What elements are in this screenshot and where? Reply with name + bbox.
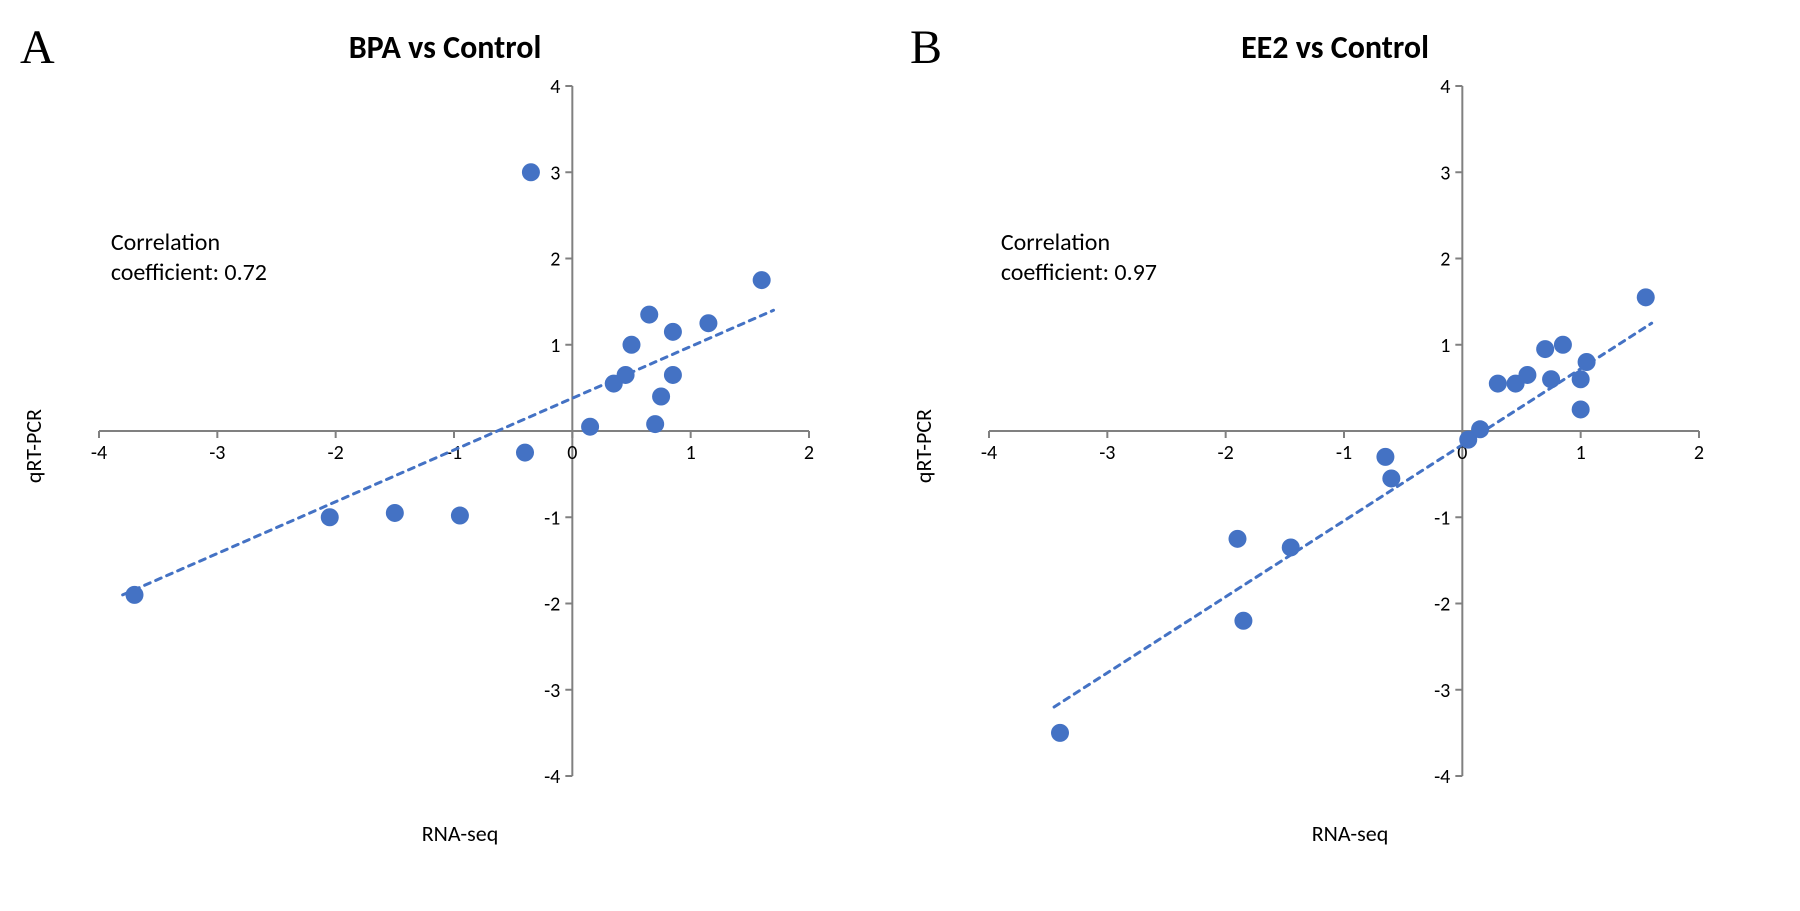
panel-b-header: B EE2 vs Control (910, 20, 1760, 72)
x-tick-label: -2 (328, 441, 344, 465)
data-point (664, 323, 682, 341)
data-point (1229, 530, 1247, 548)
y-tick-label: -2 (1434, 593, 1450, 617)
panel-a-title: BPA vs Control (80, 28, 870, 67)
data-point (617, 366, 635, 384)
data-point (753, 271, 771, 289)
x-tick-label: 2 (1694, 441, 1704, 465)
data-point (1382, 469, 1400, 487)
correlation-annotation: Correlation (111, 228, 220, 257)
x-tick-label: -3 (209, 441, 225, 465)
panel-b-ylabel: qRT-PCR (910, 409, 937, 483)
data-point (386, 504, 404, 522)
data-point (1572, 400, 1590, 418)
y-tick-label: -4 (544, 765, 560, 789)
panel-b-plot-wrap: qRT-PCR -4-3-2-1012-4-3-2-11234Correlati… (910, 76, 1760, 816)
data-point (640, 306, 658, 324)
x-tick-label: -3 (1099, 441, 1115, 465)
data-point (516, 444, 534, 462)
data-point (451, 507, 469, 525)
figure: A BPA vs Control qRT-PCR -4 -3 -2 -1 0 1 2 -4 -3… (0, 0, 1800, 867)
data-point (664, 366, 682, 384)
data-point (1536, 340, 1554, 358)
x-tick-label: 1 (1576, 441, 1586, 465)
trend-line (1054, 323, 1652, 707)
x-tick-label: -1 (1336, 441, 1352, 465)
correlation-annotation: coefficient: 0.72 (111, 258, 267, 287)
y-tick-label: -2 (544, 593, 560, 617)
x-tick-label: 1 (686, 441, 696, 465)
panel-a-ylabel: qRT-PCR (20, 409, 47, 483)
data-point (1234, 612, 1252, 630)
panel-a-svg: -4-3-2-1012-4-3-2-11234Correlationcoeffi… (49, 76, 829, 816)
data-point (522, 163, 540, 181)
panel-a-header: A BPA vs Control (20, 20, 870, 72)
correlation-annotation: Correlation (1001, 228, 1110, 257)
panel-a-plot-wrap: qRT-PCR -4-3-2-1012-4-3-2-11234Correlati… (20, 76, 870, 816)
data-point (1542, 370, 1560, 388)
y-tick-label: -4 (1434, 765, 1450, 789)
panel-a: A BPA vs Control qRT-PCR -4 -3 -2 -1 0 1 2 -4 -3… (20, 20, 870, 847)
panel-b-letter: B (910, 20, 970, 72)
correlation-annotation: coefficient: 0.97 (1001, 258, 1157, 287)
data-point (1489, 375, 1507, 393)
panel-b: B EE2 vs Control qRT-PCR -4-3-2-1012-4-3… (910, 20, 1760, 847)
x-tick-label: 0 (567, 441, 577, 465)
y-tick-label: 1 (550, 334, 560, 358)
panel-b-xlabel: RNA-seq (910, 820, 1760, 847)
y-tick-label: -1 (1434, 506, 1450, 530)
y-tick-label: -3 (1434, 679, 1450, 703)
data-point (1578, 353, 1596, 371)
data-point (126, 586, 144, 604)
panel-b-title: EE2 vs Control (970, 28, 1760, 67)
y-tick-label: -1 (544, 506, 560, 530)
data-point (1376, 448, 1394, 466)
x-tick-label: -4 (91, 441, 107, 465)
y-tick-label: 4 (550, 76, 560, 99)
y-tick-label: 2 (550, 248, 560, 272)
data-point (1554, 336, 1572, 354)
y-tick-label: 3 (1440, 161, 1450, 185)
y-tick-label: 4 (1440, 76, 1450, 99)
data-point (652, 388, 670, 406)
data-point (1282, 538, 1300, 556)
y-tick-label: 1 (1440, 334, 1450, 358)
panel-a-xlabel: RNA-seq (20, 820, 870, 847)
y-tick-label: -3 (544, 679, 560, 703)
y-tick-label: 3 (550, 161, 560, 185)
data-point (1518, 366, 1536, 384)
y-tick-label: 2 (1440, 248, 1450, 272)
data-point (1637, 288, 1655, 306)
data-point (321, 508, 339, 526)
data-point (1471, 420, 1489, 438)
data-point (699, 314, 717, 332)
x-tick-label: -4 (981, 441, 997, 465)
data-point (623, 336, 641, 354)
data-point (581, 418, 599, 436)
data-point (646, 415, 664, 433)
data-point (1051, 724, 1069, 742)
panel-b-svg: -4-3-2-1012-4-3-2-11234Correlationcoeffi… (939, 76, 1719, 816)
x-tick-label: 2 (804, 441, 814, 465)
data-point (1572, 370, 1590, 388)
x-tick-label: -2 (1218, 441, 1234, 465)
panel-a-letter: A (20, 20, 80, 72)
